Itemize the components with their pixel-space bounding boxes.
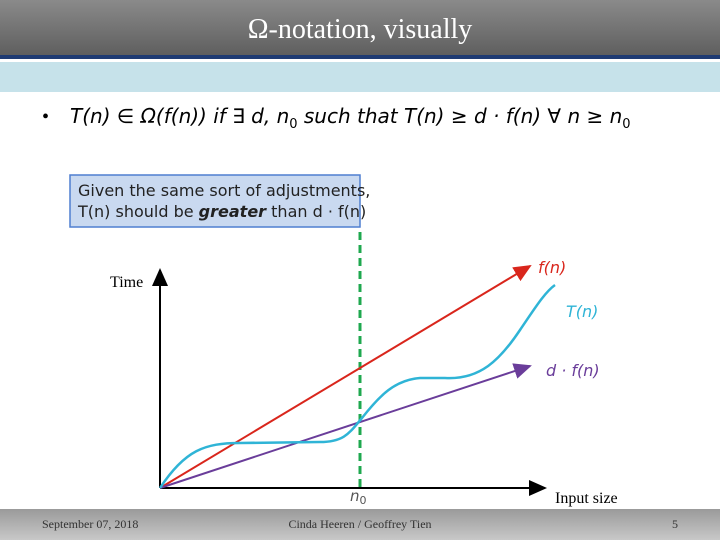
bullet-part: such that T(n) ≥ d · f(n) ∀ n ≥ n — [298, 104, 623, 128]
n0-main: n — [350, 487, 360, 505]
n0-label: n0 — [350, 487, 367, 507]
title: Ω-notation, visually — [248, 14, 473, 45]
band — [0, 62, 720, 92]
footer-date: September 07, 2018 — [42, 517, 138, 531]
footer-authors: Cinda Heeren / Geoffrey Tien — [288, 517, 431, 531]
t-curve — [158, 283, 556, 489]
n0-sub: 0 — [360, 494, 367, 507]
title-rule — [0, 55, 720, 59]
callout-emphasis: greater — [199, 202, 267, 221]
y-axis-label: Time — [110, 274, 143, 291]
bullet-part: T(n) ∈ Ω(f(n)) if ∃ d, n — [70, 104, 289, 128]
callout-text: T(n) should be greater than d · f(n) — [77, 202, 366, 221]
footer-bar — [0, 509, 720, 540]
f-curve — [159, 264, 532, 489]
bullet-dot: • — [42, 106, 49, 128]
x-axis-label: Input size — [555, 490, 618, 507]
title-bar — [0, 0, 720, 56]
df-curve — [159, 363, 532, 489]
callout-part: T(n) should be — [77, 202, 199, 221]
t-label: T(n) — [566, 302, 598, 321]
df-label: d · f(n) — [546, 361, 600, 380]
f-label: f(n) — [538, 258, 566, 277]
footer-page: 5 — [672, 517, 678, 531]
bullet: T(n) ∈ Ω(f(n)) if ∃ d, n0 such that T(n)… — [70, 104, 631, 132]
bullet-sub: 0 — [622, 117, 630, 132]
callout-text: Given the same sort of adjustments, — [78, 181, 370, 200]
callout-part: than d · f(n) — [266, 202, 366, 221]
bullet-sub: 0 — [289, 117, 297, 132]
callout-box — [69, 174, 361, 228]
